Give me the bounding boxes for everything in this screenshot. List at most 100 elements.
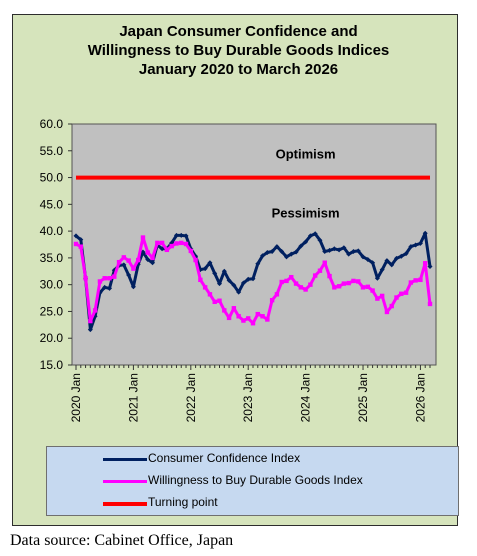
data-point-durable-goods <box>150 255 155 261</box>
data-point-consumer-confidence <box>207 260 213 266</box>
x-tick-label: 2022 Jan <box>184 373 198 422</box>
data-point-consumer-confidence <box>346 251 352 257</box>
data-point-durable-goods <box>126 258 131 263</box>
x-tick-label: 2025 Jan <box>356 373 370 422</box>
data-point-consumer-confidence <box>408 244 414 250</box>
data-point-consumer-confidence <box>150 260 156 266</box>
data-point-consumer-confidence <box>212 270 218 276</box>
y-tick-label: 45.0 <box>40 197 64 211</box>
data-point-consumer-confidence <box>260 253 266 259</box>
data-point-consumer-confidence <box>398 253 404 259</box>
data-point-consumer-confidence <box>279 248 285 254</box>
data-point-durable-goods <box>140 235 146 240</box>
data-point-consumer-confidence <box>264 250 270 256</box>
data-point-durable-goods <box>322 260 327 265</box>
data-point-durable-goods <box>198 277 203 283</box>
data-point-durable-goods <box>145 250 150 255</box>
x-tick-label: 2024 Jan <box>299 373 313 422</box>
data-point-durable-goods <box>394 295 399 300</box>
data-point-consumer-confidence <box>231 282 237 288</box>
data-point-durable-goods <box>423 261 428 266</box>
data-point-durable-goods <box>121 255 127 260</box>
y-tick-label: 30.0 <box>40 278 64 292</box>
data-point-consumer-confidence <box>336 247 342 253</box>
legend-swatch-consumer-confidence <box>103 458 147 461</box>
data-point-durable-goods <box>226 315 232 321</box>
legend-swatch-turning-point <box>103 502 147 506</box>
data-point-consumer-confidence <box>307 233 313 239</box>
data-point-durable-goods <box>389 303 394 309</box>
data-point-durable-goods <box>399 291 404 296</box>
data-point-durable-goods <box>403 290 409 295</box>
data-point-durable-goods <box>413 278 418 283</box>
data-point-consumer-confidence <box>365 256 371 262</box>
data-point-durable-goods <box>293 281 299 286</box>
data-point-consumer-confidence <box>374 275 380 281</box>
legend-swatch-durable-goods <box>103 480 147 483</box>
chart-title-line-1: Japan Consumer Confidence and <box>119 23 358 40</box>
data-point-consumer-confidence <box>130 284 136 290</box>
data-point-consumer-confidence <box>303 239 309 245</box>
x-tick-label: 2021 Jan <box>126 373 140 422</box>
data-point-consumer-confidence <box>389 262 395 268</box>
data-point-durable-goods <box>298 285 304 290</box>
data-point-consumer-confidence <box>283 254 289 260</box>
data-point-consumer-confidence <box>427 263 433 269</box>
data-point-durable-goods <box>102 276 107 281</box>
data-point-durable-goods <box>365 284 371 290</box>
annotation-optimism: Optimism <box>276 146 336 161</box>
y-tick-label: 35.0 <box>40 251 64 265</box>
y-tick-label: 55.0 <box>40 144 64 158</box>
annotation-pessimism: Pessimism <box>272 205 340 220</box>
data-point-consumer-confidence <box>341 245 347 251</box>
data-point-durable-goods <box>202 285 208 290</box>
data-point-consumer-confidence <box>106 285 112 291</box>
data-point-durable-goods <box>269 297 275 303</box>
data-point-consumer-confidence <box>221 268 227 274</box>
legend-label-consumer-confidence: Consumer Confidence Index <box>148 451 301 465</box>
data-point-durable-goods <box>250 321 256 326</box>
data-point-consumer-confidence <box>178 232 184 238</box>
data-point-durable-goods <box>155 240 160 246</box>
data-point-consumer-confidence <box>236 289 242 295</box>
data-point-durable-goods <box>107 276 112 281</box>
data-point-durable-goods <box>193 257 198 263</box>
data-point-durable-goods <box>169 243 174 249</box>
legend-label-turning-point: Turning point <box>148 495 218 509</box>
legend-label-durable-goods: Willingness to Buy Durable Goods Index <box>148 473 363 487</box>
chart-title-line-2: Willingness to Buy Durable Goods Indices <box>87 42 390 59</box>
data-point-durable-goods <box>73 241 79 247</box>
x-tick-label: 2026 Jan <box>413 373 427 422</box>
data-point-durable-goods <box>317 268 323 273</box>
data-point-durable-goods <box>222 308 227 313</box>
data-point-durable-goods <box>265 317 270 322</box>
data-point-durable-goods <box>312 273 318 278</box>
data-point-consumer-confidence <box>145 256 151 262</box>
data-point-durable-goods <box>135 257 141 263</box>
data-point-consumer-confidence <box>240 280 246 286</box>
data-point-consumer-confidence <box>298 243 304 249</box>
data-point-consumer-confidence <box>73 233 79 239</box>
data-point-durable-goods <box>284 278 289 284</box>
legend-item-turning-point: Turning point <box>47 493 458 513</box>
data-point-durable-goods <box>241 318 246 323</box>
data-point-durable-goods <box>346 280 351 286</box>
data-point-consumer-confidence <box>87 327 93 333</box>
data-point-consumer-confidence <box>331 246 337 252</box>
data-point-durable-goods <box>341 281 347 286</box>
data-point-durable-goods <box>379 293 385 299</box>
data-point-consumer-confidence <box>317 237 323 243</box>
data-point-consumer-confidence <box>183 233 189 239</box>
data-point-consumer-confidence <box>217 281 223 287</box>
y-tick-label: 25.0 <box>40 304 64 318</box>
data-point-durable-goods <box>116 259 122 265</box>
data-point-durable-goods <box>260 314 265 319</box>
data-source-note: Data source: Cabinet Office, Japan <box>10 532 234 549</box>
data-point-consumer-confidence <box>384 258 390 264</box>
legend-item-durable-goods: Willingness to Buy Durable Goods Index <box>47 471 458 491</box>
data-point-durable-goods <box>427 301 433 307</box>
data-point-consumer-confidence <box>121 262 127 268</box>
data-point-durable-goods <box>207 292 213 297</box>
data-point-consumer-confidence <box>417 240 423 246</box>
